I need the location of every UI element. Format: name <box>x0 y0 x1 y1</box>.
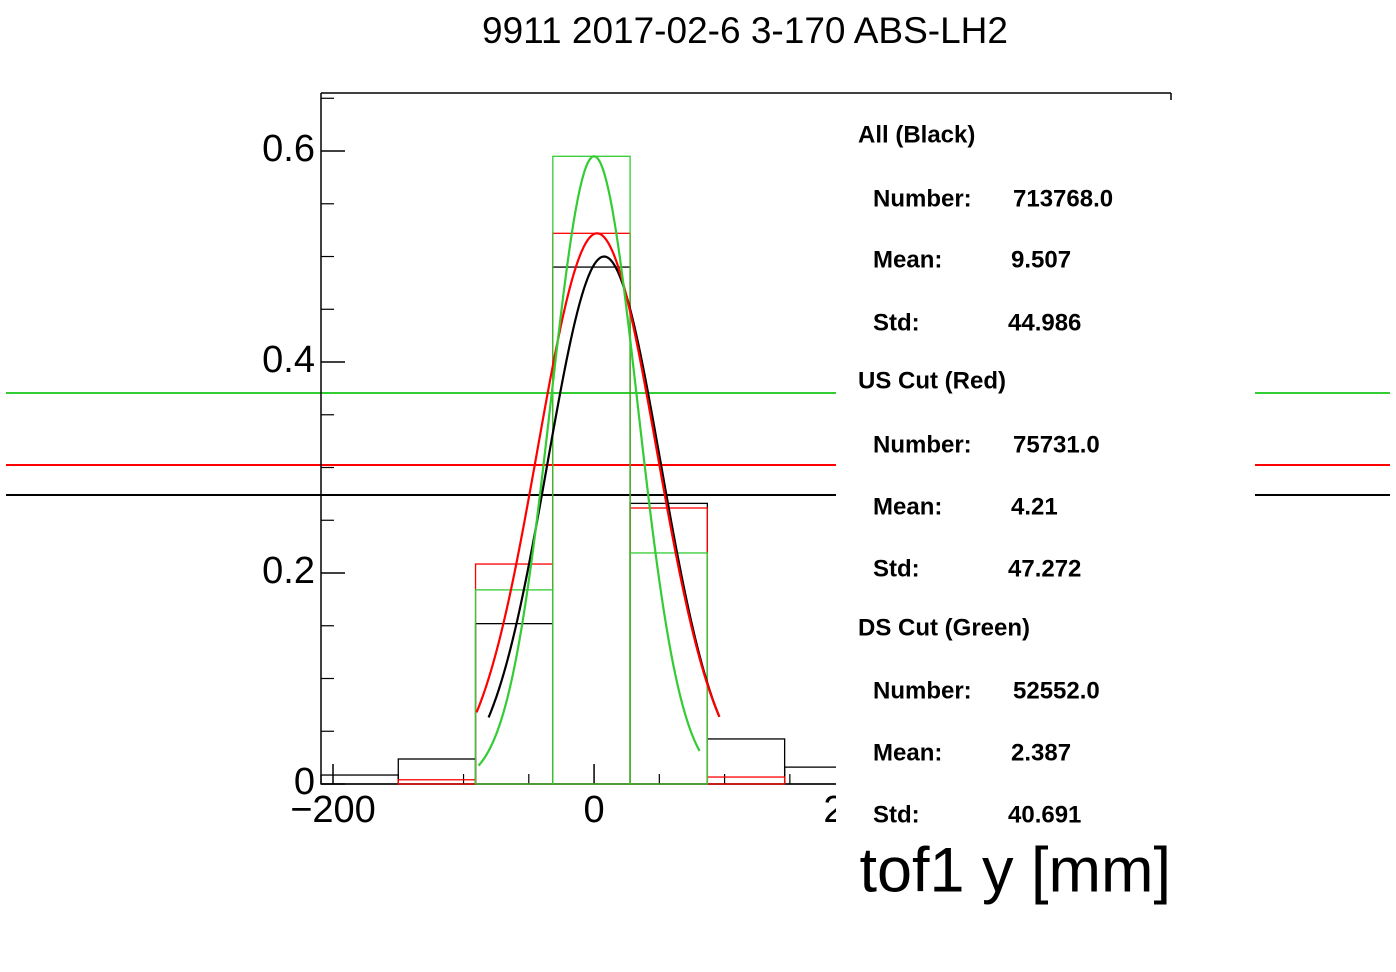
stats-value: 40.691 <box>1008 801 1081 828</box>
stats-label: Number: <box>873 677 972 704</box>
y-tick-label: 0.6 <box>262 128 315 170</box>
fit-curve <box>487 255 721 718</box>
stats-label: Number: <box>873 431 972 458</box>
fit-curve <box>477 155 701 767</box>
x-tick-label: 0 <box>583 789 604 831</box>
stats-value: 713768.0 <box>1013 185 1113 212</box>
stats-label: Std: <box>873 309 920 336</box>
fit-curve <box>475 232 721 718</box>
y-tick-label: 0 <box>294 761 315 803</box>
stats-value: 4.21 <box>1011 493 1058 520</box>
stats-title: All (Black) <box>858 121 975 148</box>
stats-label: Mean: <box>873 246 942 273</box>
stats-title: DS Cut (Green) <box>858 614 1030 641</box>
y-tick-label: 0.2 <box>262 550 315 592</box>
stats-label: Mean: <box>873 739 942 766</box>
stats-value: 47.272 <box>1008 555 1081 582</box>
histogram-bin <box>552 266 631 785</box>
histogram-bin <box>552 232 631 785</box>
stats-value: 9.507 <box>1011 246 1071 273</box>
stats-value: 75731.0 <box>1013 431 1100 458</box>
stats-label: Mean: <box>873 493 942 520</box>
stats-value: 52552.0 <box>1013 677 1100 704</box>
stats-value: 2.387 <box>1011 739 1071 766</box>
histogram-bin <box>474 622 554 785</box>
stats-title: US Cut (Red) <box>858 367 1006 394</box>
x-axis-label: tof1 y [mm] <box>859 836 1171 906</box>
histogram-bin <box>706 776 786 785</box>
stats-box <box>836 100 1255 840</box>
x-tick-label: −200 <box>290 789 376 831</box>
stats-label: Std: <box>873 555 920 582</box>
histogram-bin <box>474 563 554 785</box>
histogram-bin <box>629 552 709 785</box>
chart-title: 9911 2017-02-6 3-170 ABS-LH2 <box>482 10 1008 51</box>
stats-label: Std: <box>873 801 920 828</box>
stats-value: 44.986 <box>1008 309 1081 336</box>
stats-label: Number: <box>873 185 972 212</box>
y-tick-label: 0.4 <box>262 339 315 381</box>
